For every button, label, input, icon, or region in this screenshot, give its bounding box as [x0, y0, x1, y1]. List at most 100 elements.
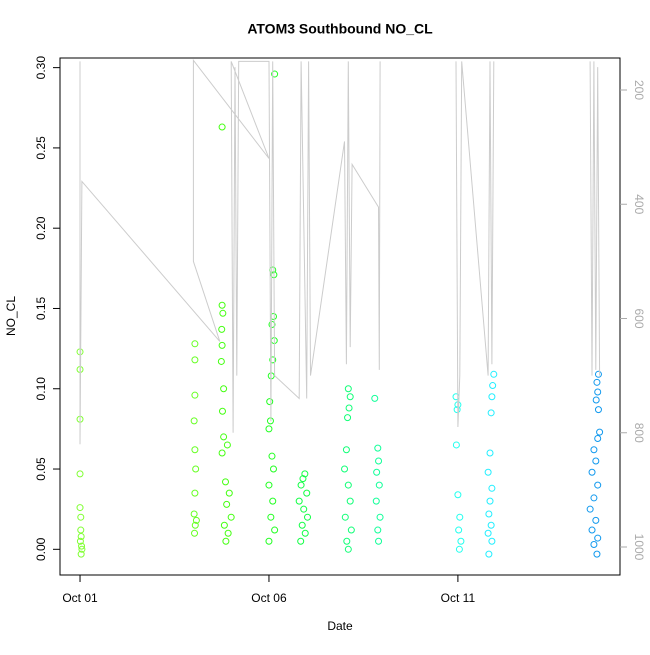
point	[223, 441, 231, 449]
point	[341, 465, 349, 473]
point	[345, 404, 353, 412]
y-tick-label: 0.05	[34, 457, 48, 481]
y2-tick-label: 800	[632, 423, 646, 443]
point	[594, 435, 602, 443]
point	[301, 529, 309, 537]
y-tick-label: 0.15	[34, 296, 48, 320]
point	[372, 497, 380, 505]
point	[268, 452, 276, 460]
point	[217, 357, 225, 365]
point	[374, 526, 382, 534]
point	[588, 526, 596, 534]
point	[341, 513, 349, 521]
point	[190, 510, 198, 518]
point	[487, 409, 495, 417]
point	[488, 393, 496, 401]
point	[486, 449, 494, 457]
point	[484, 468, 492, 476]
point	[457, 537, 465, 545]
point	[455, 526, 463, 534]
point	[78, 542, 86, 550]
x-axis-label: Date	[327, 619, 353, 633]
chart-title: ATOM3 Southbound NO_CL	[247, 21, 433, 37]
point	[265, 425, 273, 433]
y2-tick-label: 400	[632, 194, 646, 214]
point	[376, 513, 384, 521]
point	[191, 391, 199, 399]
point	[594, 534, 602, 542]
point	[375, 457, 383, 465]
point	[343, 537, 351, 545]
point	[485, 550, 493, 558]
point	[594, 406, 602, 414]
point	[222, 537, 230, 545]
point	[191, 340, 199, 348]
point	[300, 505, 308, 513]
point	[192, 465, 200, 473]
point	[191, 356, 199, 364]
y-tick-label: 0.00	[34, 537, 48, 561]
point	[303, 489, 311, 497]
x-tick-label: Oct 11	[441, 591, 476, 605]
point	[594, 481, 602, 489]
point	[488, 484, 496, 492]
point	[268, 321, 276, 329]
point	[375, 537, 383, 545]
point	[346, 497, 354, 505]
point	[269, 356, 277, 364]
point	[227, 513, 235, 521]
point	[594, 388, 602, 396]
point	[301, 470, 309, 478]
point	[77, 550, 85, 558]
point	[190, 417, 198, 425]
y2-tick-label: 200	[632, 80, 646, 100]
point	[220, 521, 228, 529]
point	[588, 468, 596, 476]
point	[192, 516, 200, 524]
point	[269, 465, 277, 473]
point	[374, 444, 382, 452]
point	[593, 378, 601, 386]
point	[489, 382, 497, 390]
x-tick-label: Oct 06	[251, 591, 287, 605]
point	[454, 491, 462, 499]
point	[453, 406, 461, 414]
point	[223, 500, 231, 508]
point	[218, 449, 226, 457]
point	[271, 526, 279, 534]
point	[344, 414, 352, 422]
profile-line	[79, 58, 601, 445]
point	[344, 545, 352, 553]
point	[487, 521, 495, 529]
point	[347, 526, 355, 534]
point	[593, 550, 601, 558]
point	[219, 309, 227, 317]
point	[586, 505, 594, 513]
point	[220, 433, 228, 441]
point	[191, 489, 199, 497]
y-tick-label: 0.25	[34, 136, 48, 160]
point	[375, 481, 383, 489]
point	[592, 457, 600, 465]
point	[373, 468, 381, 476]
point	[225, 489, 233, 497]
point	[344, 481, 352, 489]
point	[265, 537, 273, 545]
point	[456, 513, 464, 521]
point	[76, 470, 84, 478]
point	[220, 385, 228, 393]
point	[295, 497, 303, 505]
point	[304, 513, 312, 521]
point	[594, 370, 602, 378]
point	[590, 540, 598, 548]
point	[371, 394, 379, 402]
point	[77, 532, 85, 540]
point	[452, 441, 460, 449]
point	[218, 301, 226, 309]
point	[218, 325, 226, 333]
point	[488, 537, 496, 545]
point	[490, 370, 498, 378]
point	[78, 545, 86, 553]
